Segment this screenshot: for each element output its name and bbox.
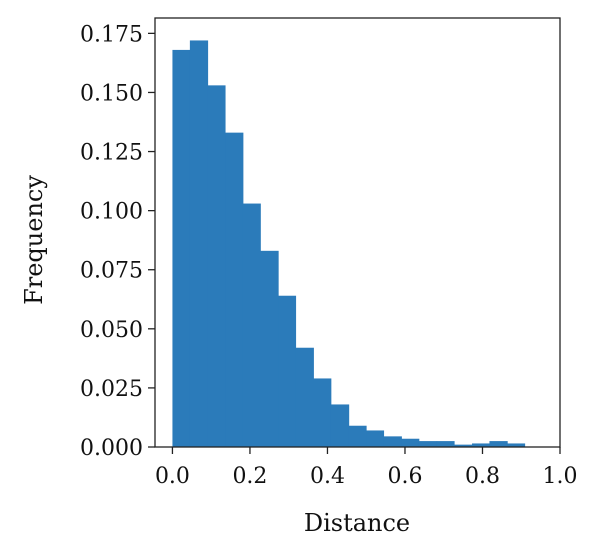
histogram-bar bbox=[418, 441, 438, 447]
histogram-bar bbox=[383, 436, 402, 447]
histogram-bar bbox=[507, 443, 526, 447]
histogram-bar bbox=[330, 404, 350, 447]
plot-frame bbox=[154, 17, 561, 448]
y-tick-label: 0.100 bbox=[80, 200, 143, 225]
x-tick-label: 0.4 bbox=[310, 464, 345, 489]
x-tick-label: 0.8 bbox=[465, 464, 500, 489]
histogram-bar bbox=[189, 40, 209, 447]
histogram-bar bbox=[242, 203, 261, 447]
y-tick-label: 0.125 bbox=[80, 141, 143, 166]
y-tick-label: 0.075 bbox=[80, 259, 143, 284]
y-tick-label: 0.000 bbox=[80, 436, 143, 461]
x-tick-label: 1.0 bbox=[543, 464, 578, 489]
x-axis-title: Distance bbox=[304, 509, 410, 537]
y-axis-title: Frequency bbox=[20, 175, 48, 305]
y-tick-label: 0.175 bbox=[80, 22, 143, 47]
histogram-bar bbox=[472, 443, 490, 447]
y-tick-label: 0.050 bbox=[80, 318, 143, 343]
histogram-bars bbox=[172, 40, 526, 448]
histogram-bar bbox=[207, 85, 226, 448]
x-tick-label: 0.0 bbox=[155, 464, 190, 489]
histogram-bar bbox=[436, 441, 455, 447]
histogram-bar bbox=[489, 441, 508, 447]
histogram-bar bbox=[172, 49, 191, 447]
y-axis: 0.000 0.025 0.050 0.075 0.100 0.125 0.150 0.175 bbox=[80, 22, 155, 461]
histogram-bar bbox=[348, 425, 367, 447]
y-tick-label: 0.150 bbox=[80, 81, 143, 106]
x-axis: 0.0 0.2 0.4 0.6 0.8 1.0 bbox=[155, 447, 578, 489]
histogram-bar bbox=[225, 132, 244, 447]
histogram-bar bbox=[313, 378, 332, 447]
x-tick-label: 0.2 bbox=[232, 464, 267, 489]
histogram-bar bbox=[401, 438, 420, 447]
histogram-bar bbox=[366, 430, 385, 447]
y-tick-label: 0.025 bbox=[80, 377, 143, 402]
histogram-bar bbox=[295, 347, 314, 447]
histogram-bar bbox=[454, 444, 473, 447]
histogram-bar bbox=[278, 295, 297, 447]
histogram-bar bbox=[260, 250, 279, 447]
x-tick-label: 0.6 bbox=[387, 464, 422, 489]
